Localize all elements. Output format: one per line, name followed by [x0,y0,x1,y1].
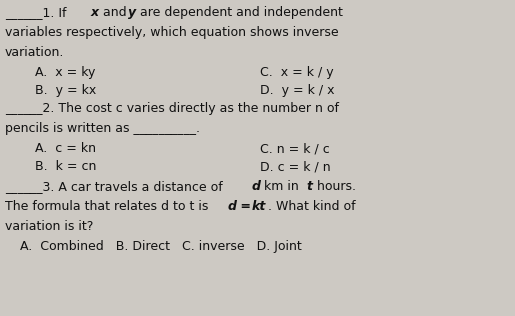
Text: ______1. If: ______1. If [5,6,71,19]
Text: d: d [252,180,261,193]
Text: x: x [91,6,99,19]
Text: . What kind of: . What kind of [268,200,356,213]
Text: B.  k = cn: B. k = cn [35,160,96,173]
Text: ______2. The cost c varies directly as the number n of: ______2. The cost c varies directly as t… [5,102,339,115]
Text: C. n = k / c: C. n = k / c [260,142,330,155]
Text: variables respectively, which equation shows inverse: variables respectively, which equation s… [5,26,339,39]
Text: y: y [128,6,136,19]
Text: A.  c = kn: A. c = kn [35,142,96,155]
Text: t: t [306,180,312,193]
Text: kt: kt [252,200,266,213]
Text: pencils is written as __________.: pencils is written as __________. [5,122,200,135]
Text: A.  x = ky: A. x = ky [35,66,95,79]
Text: variation.: variation. [5,46,64,59]
Text: D. c = k / n: D. c = k / n [260,160,331,173]
Text: C.  x = k / y: C. x = k / y [260,66,334,79]
Text: km in: km in [260,180,303,193]
Text: B.  y = kx: B. y = kx [35,84,96,97]
Text: =: = [236,200,255,213]
Text: variation is it?: variation is it? [5,220,93,233]
Text: are dependent and independent: are dependent and independent [136,6,343,19]
Text: hours.: hours. [313,180,356,193]
Text: A.  Combined   B. Direct   C. inverse   D. Joint: A. Combined B. Direct C. inverse D. Join… [20,240,302,253]
Text: ______3. A car travels a distance of: ______3. A car travels a distance of [5,180,227,193]
Text: The formula that relates d to t is: The formula that relates d to t is [5,200,212,213]
Text: and: and [99,6,131,19]
Text: D.  y = k / x: D. y = k / x [260,84,335,97]
Text: d: d [228,200,237,213]
